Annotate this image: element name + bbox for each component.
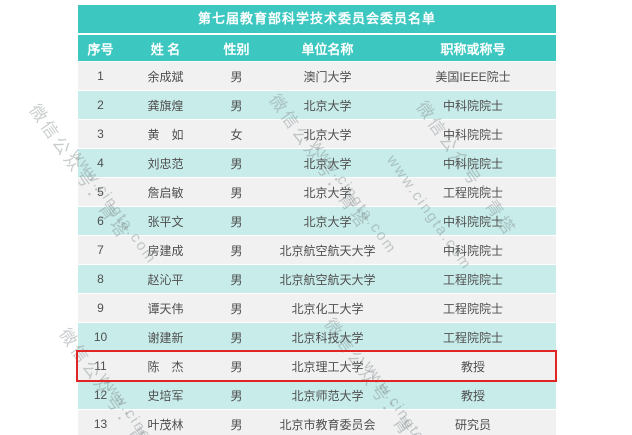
cell-no: 3: [97, 127, 104, 141]
cell-no: 4: [97, 156, 104, 170]
cell-no: 1: [97, 69, 104, 83]
cell-title: 中科院院士: [442, 127, 503, 142]
cell-name: 叶茂林: [147, 417, 184, 432]
cell-name: 刘忠范: [147, 156, 184, 171]
cell-title: 工程院院士: [442, 185, 503, 200]
cell-gender: 男: [230, 98, 243, 113]
cell-no: 2: [97, 98, 104, 112]
cell-title: 教授: [460, 359, 485, 374]
cell-org: 北京航空航天大学: [279, 272, 376, 287]
cell-no: 6: [97, 214, 104, 228]
cell-gender: 男: [230, 272, 243, 287]
table-row: 13 叶茂林 男 北京市教育委员会 研究员: [78, 410, 556, 435]
cell-no: 5: [97, 185, 104, 199]
column-header-name: 姓 名: [150, 41, 181, 57]
cell-gender: 男: [230, 359, 243, 374]
table-body: 1 余成斌 男 澳门大学 美国IEEE院士 2 龚旗煌 男 北京大学 中科院院士…: [78, 62, 556, 435]
cell-org: 北京大学: [303, 185, 352, 200]
cell-gender: 男: [230, 243, 243, 258]
cell-title: 研究员: [454, 417, 491, 432]
cell-no: 11: [94, 359, 107, 373]
cell-gender: 男: [230, 156, 243, 171]
cell-title: 工程院院士: [442, 301, 503, 316]
cell-org: 北京大学: [303, 127, 352, 142]
cell-org: 澳门大学: [303, 69, 352, 84]
table-row: 3 黄 如 女 北京大学 中科院院士: [78, 120, 556, 148]
cell-no: 13: [93, 417, 108, 431]
cell-no: 8: [97, 272, 104, 286]
cell-org: 北京大学: [303, 98, 352, 113]
cell-title: 中科院院士: [442, 98, 503, 113]
cell-gender: 男: [230, 330, 243, 345]
cell-no: 9: [97, 301, 104, 315]
table-header-row: 序号 姓 名 性别 单位名称 职称或称号: [78, 35, 556, 61]
cell-title: 中科院院士: [442, 156, 503, 171]
table-row: 11 陈 杰 男 北京理工大学 教授: [78, 352, 556, 380]
cell-name: 赵沁平: [147, 272, 184, 287]
table-row: 4 刘忠范 男 北京大学 中科院院士: [78, 149, 556, 177]
cell-org: 北京科技大学: [291, 330, 364, 345]
cell-title: 工程院院士: [442, 330, 503, 345]
cell-no: 7: [97, 243, 104, 257]
cell-org: 北京大学: [303, 156, 352, 171]
table-title: 第七届教育部科学技术委员会委员名单: [78, 5, 556, 33]
table-row: 10 谢建新 男 北京科技大学 工程院院士: [78, 323, 556, 351]
cell-name: 谭天伟: [147, 301, 184, 316]
table-row: 12 史培军 男 北京师范大学 教授: [78, 381, 556, 409]
cell-org: 北京化工大学: [291, 301, 364, 316]
cell-org: 北京理工大学: [291, 359, 364, 374]
column-header-title: 职称或称号: [440, 41, 506, 57]
table-row: 6 张平文 男 北京大学 中科院院士: [78, 207, 556, 235]
cell-name: 詹启敏: [147, 185, 184, 200]
cell-no: 12: [93, 388, 108, 402]
cell-gender: 男: [230, 214, 243, 229]
cell-gender: 男: [230, 185, 243, 200]
column-header-no: 序号: [87, 41, 114, 57]
column-header-gender: 性别: [223, 41, 250, 57]
cell-org: 北京师范大学: [291, 388, 364, 403]
table-row: 7 房建成 男 北京航空航天大学 中科院院士: [78, 236, 556, 264]
table-row: 1 余成斌 男 澳门大学 美国IEEE院士: [78, 62, 556, 90]
cell-gender: 男: [230, 69, 243, 84]
cell-name: 陈 杰: [147, 359, 184, 374]
cell-name: 余成斌: [147, 69, 184, 84]
table-row: 9 谭天伟 男 北京化工大学 工程院院士: [78, 294, 556, 322]
table-row: 5 詹启敏 男 北京大学 工程院院士: [78, 178, 556, 206]
table-row: 2 龚旗煌 男 北京大学 中科院院士: [78, 91, 556, 119]
cell-title: 教授: [460, 388, 485, 403]
cell-gender: 男: [230, 417, 243, 432]
cell-name: 谢建新: [147, 330, 184, 345]
cell-title: 美国IEEE院士: [435, 69, 511, 84]
cell-title: 工程院院士: [442, 272, 503, 287]
cell-name: 房建成: [147, 243, 184, 258]
cell-gender: 女: [230, 127, 243, 142]
column-header-org: 单位名称: [301, 41, 354, 57]
cell-gender: 男: [230, 301, 243, 316]
cell-title: 中科院院士: [442, 214, 503, 229]
cell-org: 北京市教育委员会: [279, 417, 376, 432]
cell-org: 北京航空航天大学: [279, 243, 376, 258]
cell-gender: 男: [230, 388, 243, 403]
cell-name: 史培军: [147, 388, 184, 403]
cell-title: 中科院院士: [442, 243, 503, 258]
cell-name: 张平文: [147, 214, 184, 229]
table-row: 8 赵沁平 男 北京航空航天大学 工程院院士: [78, 265, 556, 293]
cell-no: 10: [93, 330, 108, 344]
member-table: 第七届教育部科学技术委员会委员名单 序号 姓 名 性别 单位名称 职称或称号 1…: [78, 5, 556, 435]
cell-name: 黄 如: [147, 127, 184, 142]
cell-org: 北京大学: [303, 214, 352, 229]
cell-name: 龚旗煌: [147, 98, 184, 113]
